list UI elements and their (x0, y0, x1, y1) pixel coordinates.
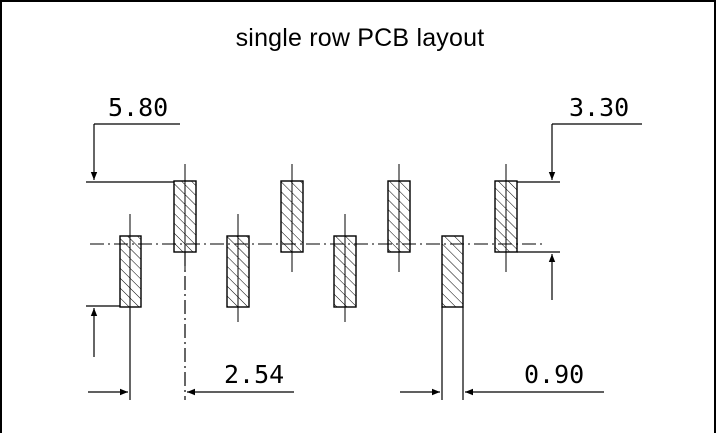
dimension-label-5-80: 5.80 (108, 93, 168, 122)
pad-6 (387, 180, 411, 253)
dimension-label-3-30: 3.30 (569, 93, 629, 122)
dimension-2-54: 2.54 (88, 252, 294, 400)
pad-4 (280, 180, 304, 253)
pad-1 (119, 235, 142, 308)
dimension-label-0-90: 0.90 (524, 360, 584, 389)
diagram-title: single row PCB layout (235, 24, 485, 52)
pad-5 (333, 235, 357, 308)
pads-group (119, 164, 518, 322)
pad-3 (226, 235, 250, 308)
pad-7 (441, 235, 464, 308)
pad-2 (173, 180, 197, 253)
pad-8 (494, 180, 518, 253)
dimension-label-2-54: 2.54 (224, 360, 284, 389)
dimension-3-30: 3.30 (517, 93, 642, 300)
dimension-5-80: 5.80 (86, 93, 180, 357)
dimension-0-90: 0.90 (400, 307, 604, 400)
